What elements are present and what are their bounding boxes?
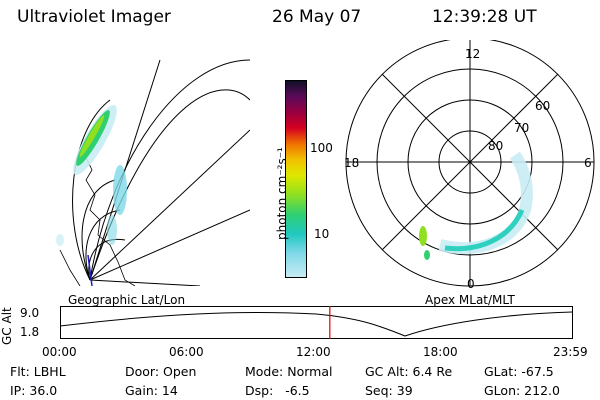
gain-status: Gain: 14 xyxy=(125,383,178,398)
mlt-label-0: 0 xyxy=(467,277,475,291)
meridian-line xyxy=(89,59,161,281)
altitude-tick-min: 1.8 xyxy=(20,325,40,339)
filter-status: Flt: LBHL xyxy=(10,364,66,379)
mode-status: Mode: Normal xyxy=(245,364,333,379)
dsp-status: Dsp: -6.5 xyxy=(245,383,310,398)
time-tick-2359: 23:59 xyxy=(553,345,588,359)
polar-mlat-mlt-panel: 12 18 6 0 60 70 80 xyxy=(344,40,595,291)
coastline xyxy=(84,154,136,286)
altitude-tick-max: 9.0 xyxy=(20,306,40,320)
time-tick-1200: 12:00 xyxy=(296,345,331,359)
mlt-label-18: 18 xyxy=(344,156,359,170)
aurora-oval xyxy=(419,151,533,260)
spacecraft-track xyxy=(87,254,93,287)
colorbar-tick-100: 100 xyxy=(310,141,333,155)
geographic-map-panel xyxy=(56,59,250,287)
geographic-caption: Geographic Lat/Lon xyxy=(68,293,186,307)
latitude-arc xyxy=(72,99,111,281)
meridian-line xyxy=(89,279,201,286)
mlt-label-12: 12 xyxy=(465,47,480,61)
mlat-label-60: 60 xyxy=(535,99,550,113)
altitude-plot-frame xyxy=(60,306,573,339)
ip-status: IP: 36.0 xyxy=(10,383,58,398)
colorbar-tick-10: 10 xyxy=(314,227,330,241)
polar-caption: Apex MLat/MLT xyxy=(425,293,515,307)
altitude-axis-label: GC Alt xyxy=(0,307,14,345)
glon-status: GLon: 212.0 xyxy=(484,383,560,398)
date-label: 26 May 07 xyxy=(272,7,362,27)
aurora-emission xyxy=(56,105,127,246)
colorbar-unit-label: photon cm⁻²s⁻¹ xyxy=(275,147,289,240)
latitude-arc xyxy=(88,238,126,281)
altitude-curve xyxy=(60,311,573,337)
time-tick-1800: 18:00 xyxy=(423,345,458,359)
latitude-arc xyxy=(81,179,116,281)
mlt-label-6: 6 xyxy=(584,156,592,170)
meridian-line xyxy=(89,209,250,281)
time-label: 12:39:28 UT xyxy=(432,7,537,27)
seq-status: Seq: 39 xyxy=(365,383,413,398)
mlat-label-70: 70 xyxy=(514,121,529,135)
glat-status: GLat: -67.5 xyxy=(484,364,554,379)
altitude-plot xyxy=(60,306,573,339)
meridian-line xyxy=(89,129,250,281)
mlat-label-80: 80 xyxy=(488,139,503,153)
door-status: Door: Open xyxy=(125,364,197,379)
instrument-title: Ultraviolet Imager xyxy=(17,7,171,27)
time-tick-0000: 00:00 xyxy=(42,345,77,359)
mlt-diagonal xyxy=(381,73,559,251)
coastline xyxy=(59,249,81,286)
gc-alt-status: GC Alt: 6.4 Re xyxy=(365,364,453,379)
color-scale-bar xyxy=(285,80,307,278)
latitude-arc xyxy=(89,59,250,281)
time-tick-0600: 06:00 xyxy=(169,345,204,359)
